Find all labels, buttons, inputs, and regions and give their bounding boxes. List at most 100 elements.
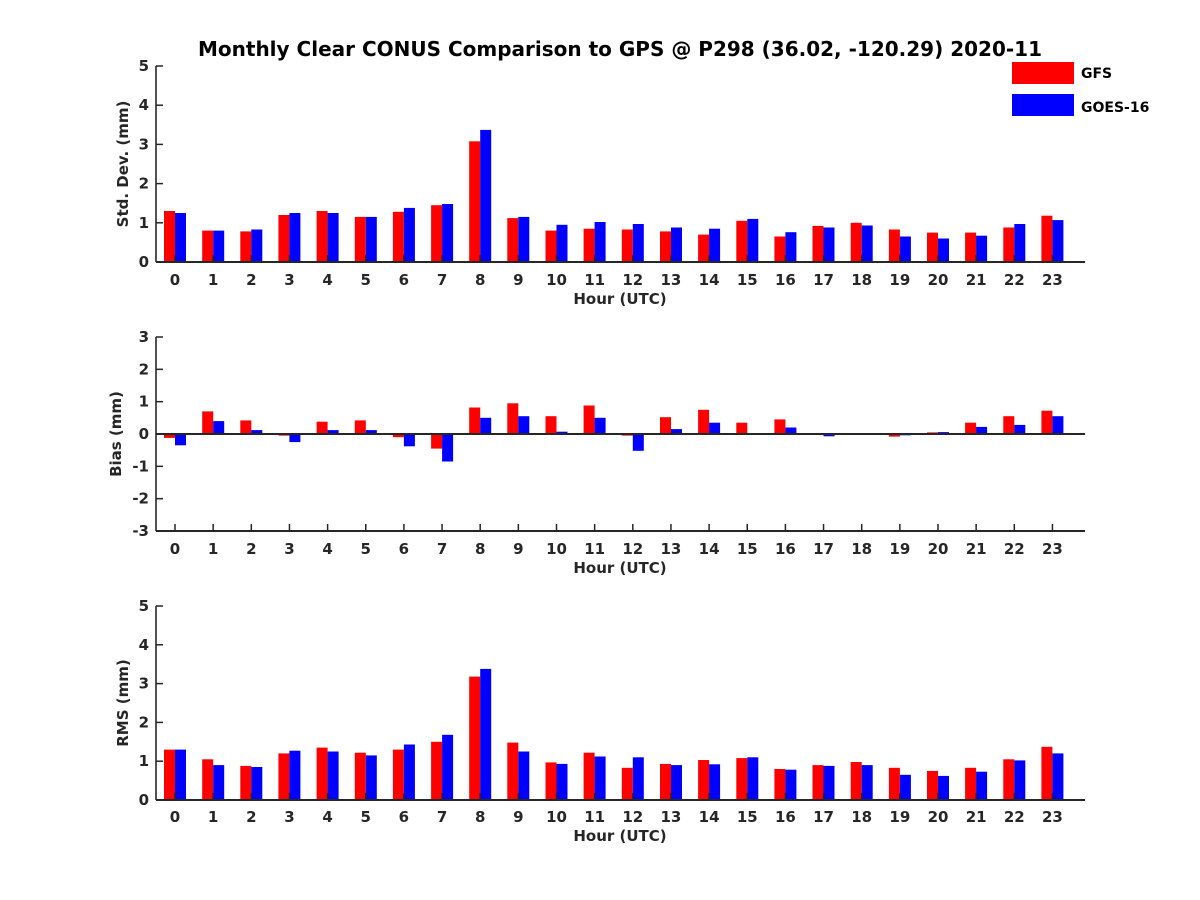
bar-gfs-hour-7 <box>431 741 443 800</box>
x-tick-label: 6 <box>399 540 409 558</box>
x-tick-label: 12 <box>622 271 643 289</box>
bar-gfs-hour-11 <box>583 228 595 262</box>
y-tick-label: -1 <box>132 457 149 475</box>
bar-goes16-hour-22 <box>1014 424 1026 434</box>
bar-gfs-hour-4 <box>316 747 328 800</box>
x-tick-label: 22 <box>1004 540 1025 558</box>
x-tick-label: 16 <box>775 271 796 289</box>
bar-goes16-hour-16 <box>785 769 797 800</box>
x-tick-label: 15 <box>737 271 758 289</box>
bar-gfs-hour-15 <box>736 220 748 262</box>
x-tick-label: 11 <box>584 540 605 558</box>
bar-gfs-hour-1 <box>202 411 214 434</box>
x-tick-label: 16 <box>775 808 796 826</box>
bar-goes16-hour-22 <box>1014 760 1026 800</box>
bar-goes16-hour-13 <box>671 765 682 800</box>
bar-gfs-hour-5 <box>354 216 366 262</box>
y-tick-label: 3 <box>139 328 149 346</box>
bar-gfs-hour-13 <box>660 231 671 262</box>
y-tick-label: 2 <box>139 360 149 378</box>
x-tick-label: 2 <box>246 808 256 826</box>
y-tick-label: -2 <box>132 490 149 508</box>
x-tick-label: 22 <box>1004 271 1025 289</box>
bar-gfs-hour-8 <box>469 407 481 434</box>
x-tick-label: 6 <box>399 808 409 826</box>
bar-goes16-hour-16 <box>785 232 797 262</box>
y-tick-label: 1 <box>139 214 149 232</box>
y-tick-label: 2 <box>139 175 149 193</box>
bar-gfs-hour-9 <box>507 742 519 800</box>
x-tick-label: 21 <box>966 808 987 826</box>
bar-gfs-hour-5 <box>354 752 366 800</box>
bar-goes16-hour-11 <box>594 417 606 434</box>
x-tick-label: 23 <box>1042 271 1063 289</box>
bar-gfs-hour-13 <box>660 417 671 434</box>
x-tick-label: 0 <box>170 808 180 826</box>
bar-goes16-hour-21 <box>976 426 988 434</box>
bar-goes16-hour-19 <box>899 236 911 262</box>
x-tick-label: 4 <box>322 540 332 558</box>
bar-gfs-hour-23 <box>1041 746 1053 800</box>
x-tick-label: 7 <box>437 271 447 289</box>
bar-goes16-hour-4 <box>327 213 339 262</box>
bar-goes16-hour-18 <box>861 765 873 800</box>
x-tick-label: 3 <box>284 808 294 826</box>
bar-goes16-hour-20 <box>938 238 949 262</box>
bar-goes16-hour-1 <box>213 765 225 800</box>
bar-gfs-hour-11 <box>583 405 595 434</box>
bar-goes16-hour-8 <box>480 668 492 800</box>
legend-label-gfs: GFS <box>1081 66 1112 82</box>
bar-goes16-hour-1 <box>213 230 225 262</box>
x-tick-label: 8 <box>475 271 485 289</box>
bar-gfs-hour-14 <box>698 760 710 800</box>
bar-goes16-hour-20 <box>938 775 949 800</box>
x-tick-label: 20 <box>928 271 949 289</box>
bar-gfs-hour-9 <box>507 403 519 434</box>
x-tick-label: 1 <box>208 808 218 826</box>
y-axis-label: RMS (mm) <box>114 659 132 746</box>
x-tick-label: 1 <box>208 271 218 289</box>
bar-gfs-hour-19 <box>888 434 900 437</box>
bar-gfs-hour-12 <box>621 767 633 800</box>
bar-goes16-hour-17 <box>823 434 835 437</box>
bar-gfs-hour-21 <box>965 422 977 434</box>
bar-goes16-hour-10 <box>556 763 568 800</box>
x-tick-label: 8 <box>475 808 485 826</box>
bar-gfs-hour-4 <box>316 421 328 434</box>
bar-goes16-hour-13 <box>671 429 682 434</box>
bar-gfs-hour-23 <box>1041 410 1053 434</box>
x-axis-label: Hour (UTC) <box>573 559 666 577</box>
bar-gfs-hour-0 <box>164 749 175 800</box>
x-tick-label: 15 <box>737 540 758 558</box>
x-tick-label: 15 <box>737 808 758 826</box>
bar-gfs-hour-4 <box>316 211 328 262</box>
bar-gfs-hour-21 <box>965 767 977 800</box>
bar-goes16-hour-23 <box>1052 753 1064 800</box>
x-tick-label: 18 <box>851 540 872 558</box>
x-tick-label: 0 <box>170 271 180 289</box>
bar-goes16-hour-7 <box>442 734 454 800</box>
bar-gfs-hour-9 <box>507 218 519 262</box>
legend-label-goes16: GOES-16 <box>1081 100 1149 116</box>
bar-goes16-hour-18 <box>861 225 873 262</box>
x-tick-label: 9 <box>513 271 523 289</box>
x-tick-label: 3 <box>284 271 294 289</box>
x-tick-label: 19 <box>889 808 910 826</box>
x-tick-label: 14 <box>699 540 720 558</box>
bar-gfs-hour-15 <box>736 758 748 800</box>
bar-goes16-hour-6 <box>403 434 415 447</box>
x-tick-label: 21 <box>966 540 987 558</box>
bar-gfs-hour-6 <box>392 434 404 438</box>
bar-goes16-hour-4 <box>327 751 339 800</box>
y-tick-label: 5 <box>139 57 149 75</box>
bar-goes16-hour-17 <box>823 765 835 800</box>
x-tick-label: 5 <box>361 271 371 289</box>
y-axis-label: Bias (mm) <box>107 391 125 477</box>
x-tick-label: 4 <box>322 271 332 289</box>
x-tick-label: 1 <box>208 540 218 558</box>
bar-goes16-hour-3 <box>289 434 301 443</box>
legend-swatch-goes16 <box>1012 94 1074 116</box>
